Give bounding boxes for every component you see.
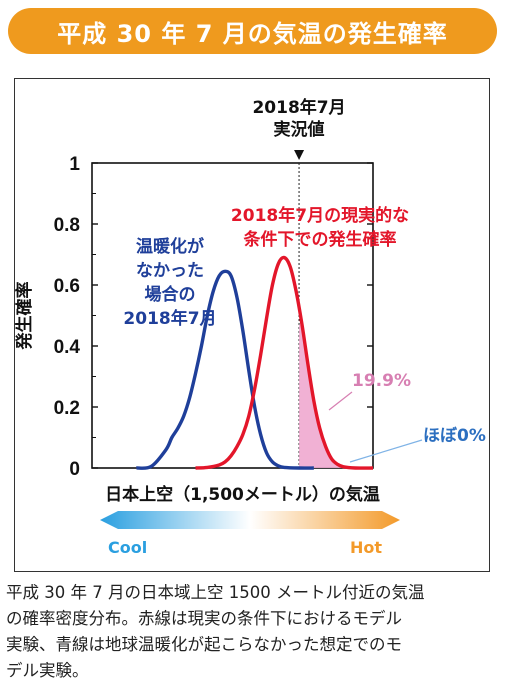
blue-series-label: 2018年7月 (123, 308, 216, 329)
observed-marker-icon (294, 150, 305, 160)
y-axis-label: 発生確率 (14, 282, 35, 351)
caption-line: の確率密度分布。赤線は現実の条件下におけるモデル (6, 609, 402, 628)
y-tick-label: 0.8 (54, 215, 80, 236)
blue-series-label: なかった (136, 261, 204, 281)
caption: 平成 30 年 7 月の日本域上空 1500 メートル付近の気温 の確率密度分布… (6, 580, 501, 684)
caption-line: 平成 30 年 7 月の日本域上空 1500 メートル付近の気温 (6, 583, 425, 602)
page-title: 平成 30 年 7 月の気温の発生確率 (8, 8, 497, 54)
blue-series-label: 場合の (145, 284, 196, 305)
chart-frame (14, 78, 490, 572)
y-tick-label: 0.6 (54, 276, 80, 297)
blue-tail-label: ほぼ0% (423, 426, 486, 446)
blue-series-label: 温暖化が (136, 236, 204, 257)
y-tick-label: 0 (69, 459, 80, 480)
blue-series-line (136, 269, 314, 470)
y-tick-label: 1 (69, 154, 80, 175)
observed-label: 実況値 (274, 119, 325, 140)
colorbar-cool-label: Cool (108, 538, 147, 557)
red-tail-area (299, 324, 373, 468)
colorbar-hot-label: Hot (350, 538, 382, 557)
y-tick-label: 0.2 (54, 398, 80, 419)
red-series-line (195, 255, 374, 470)
caption-line: 実験、青線は地球温暖化が起こらなかった想定でのモ (6, 635, 402, 654)
y-tick-label: 0.4 (54, 337, 81, 358)
red-series-label: 2018年7月の現実的な (231, 205, 409, 226)
red-series-label: 条件下での発生確率 (243, 229, 397, 250)
blue-tail-leader (349, 439, 423, 463)
caption-line: デル実験。 (6, 661, 89, 680)
observed-label: 2018年7月 (252, 97, 345, 118)
red-tail-label: 19.9% (352, 371, 411, 391)
x-axis-label: 日本上空（1,500メートル）の気温 (105, 484, 380, 505)
temperature-colorbar (100, 511, 400, 529)
red-tail-leader (328, 391, 353, 411)
